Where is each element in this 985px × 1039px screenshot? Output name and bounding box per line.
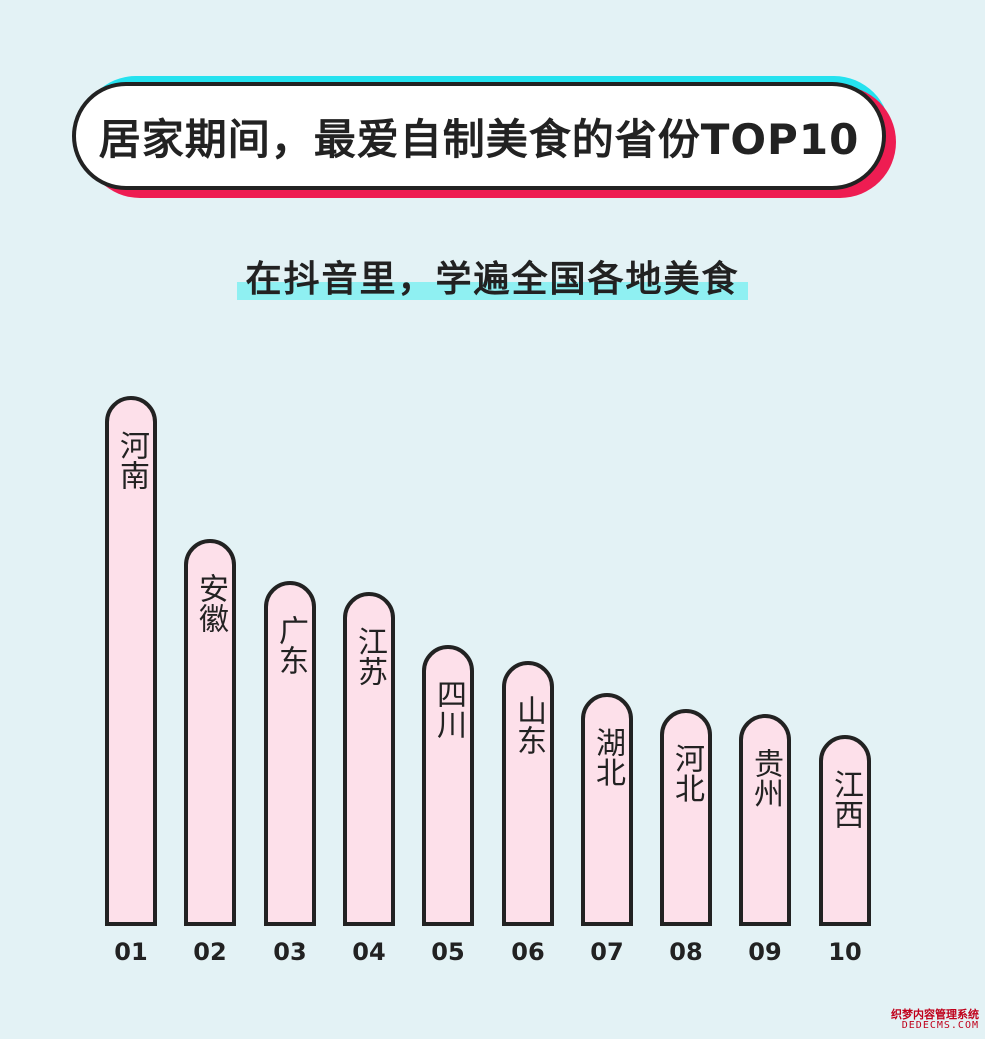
x-tick-label: 09 — [748, 938, 782, 966]
bar-08: 河北 — [660, 709, 712, 926]
chart-title: 居家期间，最爱自制美食的省份TOP10 — [98, 114, 860, 164]
bar-label: 山东 — [511, 695, 546, 755]
title-pill: 居家期间，最爱自制美食的省份TOP10 — [72, 82, 886, 190]
bar-label: 四川 — [431, 679, 466, 739]
x-tick-label: 08 — [669, 938, 703, 966]
x-tick-label: 04 — [352, 938, 386, 966]
bar-04: 江苏 — [343, 592, 395, 926]
subtitle-wrap: 在抖音里，学遍全国各地美食 — [0, 250, 985, 302]
x-tick-label: 05 — [431, 938, 465, 966]
watermark-line1: 织梦内容管理系统 — [891, 1007, 979, 1021]
x-tick-label: 01 — [114, 938, 148, 966]
x-tick-label: 03 — [273, 938, 307, 966]
bar-07: 湖北 — [581, 693, 633, 926]
x-tick-label: 10 — [828, 938, 862, 966]
bar-label: 江西 — [828, 769, 863, 829]
bar-09: 贵州 — [739, 714, 791, 926]
bar-label: 安徽 — [193, 573, 228, 633]
x-tick-label: 06 — [511, 938, 545, 966]
watermark-logo: 织梦内容管理系统 DEDECMS.COM — [891, 1009, 979, 1031]
bar-06: 山东 — [502, 661, 554, 926]
bar-05: 四川 — [422, 645, 474, 926]
bar-02: 安徽 — [184, 539, 236, 926]
bar-label: 河南 — [114, 430, 149, 490]
chart-subtitle: 在抖音里，学遍全国各地美食 — [237, 250, 748, 302]
x-tick-label: 07 — [590, 938, 624, 966]
bar-03: 广东 — [264, 581, 316, 926]
bar-label: 贵州 — [748, 748, 783, 808]
bar-label: 广东 — [273, 615, 308, 675]
bar-label: 河北 — [669, 743, 704, 803]
title-banner: 居家期间，最爱自制美食的省份TOP10 — [72, 76, 896, 198]
bar-01: 河南 — [105, 396, 157, 926]
bar-10: 江西 — [819, 735, 871, 926]
bar-label: 江苏 — [352, 626, 387, 686]
x-tick-label: 02 — [193, 938, 227, 966]
subtitle-text: 在抖音里，学遍全国各地美食 — [245, 259, 740, 300]
watermark-line2: DEDECMS.COM — [901, 1019, 979, 1031]
bar-label: 湖北 — [590, 727, 625, 787]
